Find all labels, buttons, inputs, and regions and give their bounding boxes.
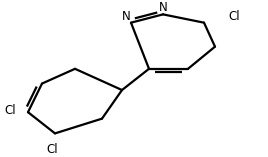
Text: Cl: Cl (46, 143, 58, 156)
Text: N: N (122, 10, 131, 23)
Text: Cl: Cl (4, 104, 16, 117)
Text: Cl: Cl (228, 10, 240, 23)
Text: N: N (159, 1, 168, 14)
